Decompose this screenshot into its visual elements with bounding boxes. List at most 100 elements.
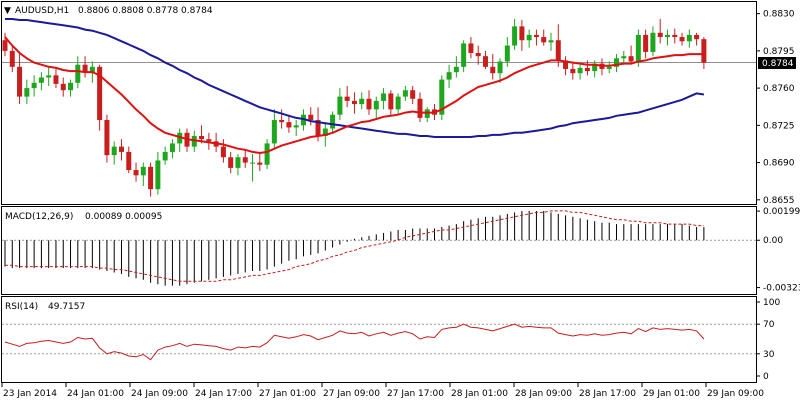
price-axis-label: 0.8795 <box>763 47 795 57</box>
candle-body <box>490 66 496 74</box>
candle-body <box>548 40 554 43</box>
candle-body <box>504 45 510 62</box>
time-axis-label: 27 Jan 09:00 <box>323 389 380 399</box>
candle-body <box>417 98 423 118</box>
candle-body <box>82 64 88 73</box>
candle-body <box>592 63 598 72</box>
rsi-indicator <box>4 323 705 361</box>
candle-body <box>570 68 576 74</box>
candle-body <box>672 34 678 38</box>
candle-body <box>351 100 357 105</box>
candle-body <box>453 66 459 73</box>
candle-body <box>264 143 270 165</box>
ma-slow-line <box>5 18 705 138</box>
candle-body <box>388 93 394 110</box>
candle-body <box>475 53 481 57</box>
candle-body <box>118 146 124 152</box>
time-axis-label: 28 Jan 17:00 <box>579 389 636 399</box>
candle-body <box>155 160 161 190</box>
price-axis-label: 0.8655 <box>763 196 795 206</box>
rsi-line <box>4 323 705 361</box>
candle-body <box>577 67 583 74</box>
candle-body <box>271 120 277 144</box>
candle-body <box>650 32 656 52</box>
rsi-header-value: 49.7157 <box>48 302 85 312</box>
candle-body <box>402 90 408 97</box>
candle-body <box>694 34 700 40</box>
candle-body <box>424 109 430 118</box>
ma-fast-line <box>4 36 704 155</box>
rsi-axis-label: 70 <box>763 320 775 330</box>
price-axis-label: 0.8830 <box>763 10 795 20</box>
price-axis-label: 0.8760 <box>763 84 795 94</box>
main-panel-frame <box>1 1 757 205</box>
candle-body <box>381 93 387 101</box>
candle-body <box>512 26 518 46</box>
candle-body <box>446 72 452 80</box>
current-price-label: 0.8784 <box>762 59 794 69</box>
candle-body <box>519 26 525 41</box>
price-axis-label: 0.8690 <box>763 159 795 169</box>
rsi-axis: 100 70 30 0 <box>756 298 780 382</box>
macd-axis-label: 0.00199 <box>763 207 800 217</box>
candle-body <box>111 146 117 156</box>
macd-header-values: 0.00089 0.00095 <box>85 212 162 222</box>
candle-body <box>177 132 183 144</box>
candle-body <box>9 50 15 67</box>
candle-body <box>468 43 474 53</box>
time-axis-label: 27 Jan 17:00 <box>387 389 444 399</box>
candle-body <box>643 34 649 52</box>
candle-body <box>75 64 81 83</box>
macd-indicator <box>4 210 705 286</box>
rsi-panel-frame <box>1 296 757 383</box>
candle-body <box>31 82 37 89</box>
candle-body <box>410 90 416 99</box>
candle-body <box>461 43 467 67</box>
time-axis-label: 29 Jan 01:00 <box>643 389 700 399</box>
candle-body <box>482 56 488 67</box>
candle-body <box>250 162 256 164</box>
current-price-tag <box>758 57 796 69</box>
candle-body <box>621 56 627 59</box>
candle-body <box>628 56 634 62</box>
time-axis-label: 24 Jan 09:00 <box>131 389 188 399</box>
candle-body <box>359 98 365 105</box>
candle-body <box>337 96 343 115</box>
candle-body <box>330 114 336 129</box>
candle-body <box>679 37 685 42</box>
candle-body <box>439 79 445 115</box>
time-axis-label: 28 Jan 01:00 <box>451 389 508 399</box>
rsi-level-lines <box>2 323 756 355</box>
main-header-ohlc: 0.8806 0.8808 0.8778 0.8784 <box>78 6 213 16</box>
candle-body <box>344 96 350 101</box>
rsi-axis-label: 0 <box>763 372 769 382</box>
candle-body <box>206 139 212 142</box>
time-axis-label: 27 Jan 01:00 <box>259 389 316 399</box>
candle-body <box>133 170 139 176</box>
rsi-axis-label: 100 <box>763 298 780 308</box>
candle-body <box>46 75 52 78</box>
price-axis: 0.8830 0.8795 0.8760 0.8725 0.8690 0.8655 <box>756 10 795 206</box>
candle-body <box>2 40 8 51</box>
macd-header-label: MACD(12,26,9) <box>5 212 73 222</box>
candle-body <box>315 120 321 136</box>
candle-body <box>701 39 707 63</box>
candle-body <box>140 166 146 176</box>
candle-body <box>199 135 205 140</box>
candle-body <box>563 60 569 69</box>
candle-body <box>322 128 328 136</box>
rsi-header-label: RSI(14) <box>5 302 38 312</box>
candle-body <box>228 157 234 168</box>
candle-body <box>162 151 168 161</box>
macd-axis-label: 0.00 <box>763 236 783 246</box>
candle-body <box>235 157 241 168</box>
time-axis-label: 23 Jan 2014 <box>3 389 57 399</box>
candle-body <box>497 61 503 74</box>
rsi-axis-label: 30 <box>763 350 775 360</box>
candle-body <box>279 120 285 123</box>
main-header-arrow[interactable]: ▼ <box>4 6 11 16</box>
macd-signal-line <box>5 210 704 282</box>
candle-body <box>242 157 248 163</box>
candle-body <box>308 114 314 121</box>
